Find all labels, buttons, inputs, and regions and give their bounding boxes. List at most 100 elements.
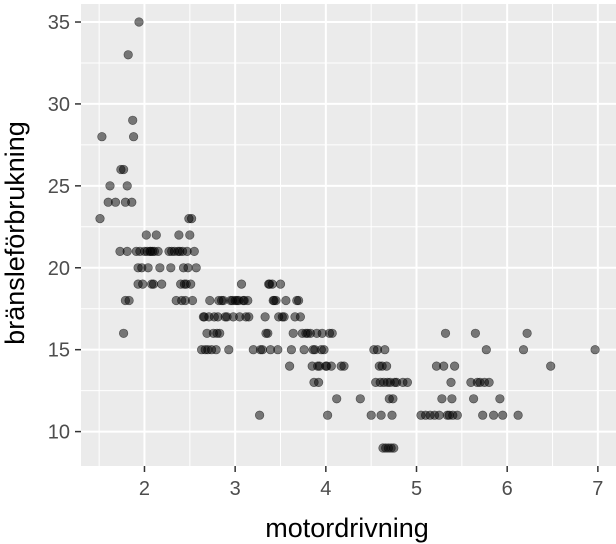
data-point bbox=[191, 263, 201, 273]
data-point bbox=[447, 394, 457, 404]
data-point bbox=[128, 115, 138, 125]
data-point bbox=[469, 394, 479, 404]
data-point bbox=[389, 443, 399, 453]
data-point bbox=[122, 246, 132, 256]
data-point bbox=[495, 394, 505, 404]
data-point bbox=[118, 164, 129, 175]
data-point bbox=[155, 263, 165, 273]
data-point bbox=[273, 345, 283, 355]
data-point bbox=[271, 295, 281, 306]
major-gridlines bbox=[81, 4, 616, 466]
data-point bbox=[339, 361, 349, 371]
data-point bbox=[288, 328, 298, 338]
x-axis-title: motordrivning bbox=[265, 513, 429, 543]
y-tick-label: 30 bbox=[48, 94, 70, 116]
data-point bbox=[437, 394, 447, 404]
y-tick-label: 25 bbox=[48, 176, 70, 198]
data-point bbox=[129, 132, 139, 142]
data-point bbox=[295, 312, 306, 322]
data-point bbox=[127, 197, 137, 207]
data-point bbox=[380, 345, 390, 355]
data-point bbox=[279, 312, 289, 322]
data-point bbox=[326, 361, 336, 371]
data-point bbox=[186, 279, 196, 289]
data-point bbox=[286, 345, 297, 355]
x-tick-label: 7 bbox=[592, 478, 603, 500]
data-point bbox=[388, 394, 398, 404]
x-tick-label: 3 bbox=[230, 478, 241, 500]
data-point bbox=[123, 50, 133, 60]
data-point bbox=[299, 345, 309, 355]
data-point bbox=[481, 345, 491, 355]
data-point bbox=[157, 279, 167, 289]
data-point bbox=[148, 279, 159, 289]
data-point bbox=[478, 410, 488, 420]
data-point bbox=[387, 410, 397, 420]
data-point bbox=[402, 377, 413, 388]
x-tick-label: 2 bbox=[139, 478, 150, 500]
data-point bbox=[110, 197, 121, 207]
data-point bbox=[513, 410, 523, 420]
data-point bbox=[366, 410, 376, 420]
x-tick-label: 4 bbox=[320, 478, 331, 500]
data-point bbox=[260, 312, 270, 322]
data-point bbox=[518, 345, 529, 355]
data-point bbox=[124, 295, 134, 306]
data-point bbox=[187, 214, 197, 224]
data-point bbox=[215, 328, 225, 338]
data-points bbox=[95, 17, 600, 453]
y-tick-label: 35 bbox=[48, 12, 70, 34]
data-point bbox=[97, 132, 107, 142]
data-point bbox=[105, 181, 115, 191]
data-point bbox=[440, 328, 451, 338]
data-point bbox=[434, 410, 444, 420]
y-axis-title: bränsleförbrukning bbox=[0, 121, 30, 345]
data-point bbox=[452, 410, 462, 420]
data-point bbox=[327, 328, 337, 338]
data-point bbox=[153, 246, 163, 256]
data-point bbox=[151, 230, 161, 240]
data-point bbox=[446, 377, 456, 388]
x-axis: 2 3 4 5 6 7 bbox=[139, 466, 603, 500]
y-tick-label: 10 bbox=[48, 422, 70, 444]
data-point bbox=[267, 279, 277, 289]
data-point bbox=[285, 361, 295, 371]
data-point bbox=[439, 361, 449, 371]
data-point bbox=[244, 312, 254, 322]
data-point bbox=[332, 394, 342, 404]
data-point bbox=[314, 377, 324, 388]
data-point bbox=[489, 410, 499, 420]
data-point bbox=[255, 410, 265, 420]
data-point bbox=[205, 295, 215, 306]
data-point bbox=[187, 295, 198, 306]
y-tick-label: 15 bbox=[48, 340, 70, 362]
data-point bbox=[143, 263, 153, 273]
data-point bbox=[122, 181, 132, 191]
data-point bbox=[257, 345, 268, 355]
data-point bbox=[211, 345, 221, 355]
data-point bbox=[281, 295, 291, 306]
data-point bbox=[498, 410, 508, 420]
x-tick-label: 6 bbox=[502, 478, 513, 500]
data-point bbox=[382, 361, 392, 371]
data-point bbox=[134, 17, 144, 27]
data-point bbox=[141, 230, 151, 240]
data-point bbox=[323, 410, 333, 420]
data-point bbox=[166, 263, 176, 273]
data-point bbox=[185, 230, 195, 240]
y-tick-label: 20 bbox=[48, 258, 70, 280]
data-point bbox=[263, 328, 273, 338]
data-point bbox=[470, 328, 481, 338]
y-axis: 10 15 20 25 30 35 bbox=[48, 12, 81, 444]
data-point bbox=[546, 361, 556, 371]
data-point bbox=[138, 279, 148, 289]
data-point bbox=[189, 246, 199, 256]
data-point bbox=[319, 345, 329, 355]
data-point bbox=[95, 214, 105, 224]
data-point bbox=[376, 410, 386, 420]
data-point bbox=[224, 345, 234, 355]
data-point bbox=[450, 361, 460, 371]
data-point bbox=[183, 263, 193, 273]
data-point bbox=[174, 230, 184, 240]
